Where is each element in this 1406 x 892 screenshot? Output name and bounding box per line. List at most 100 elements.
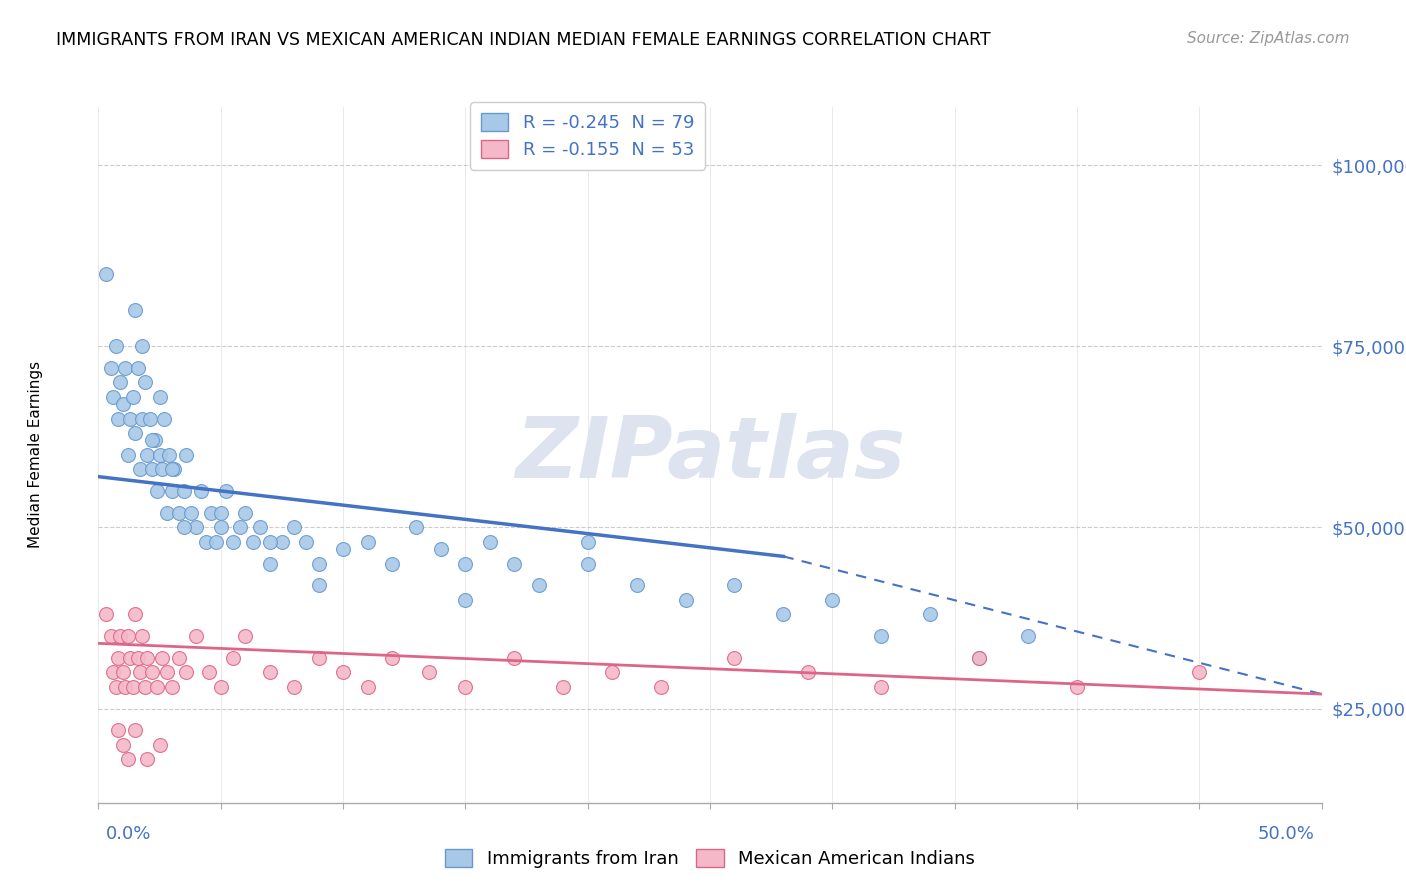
Text: Source: ZipAtlas.com: Source: ZipAtlas.com [1187,31,1350,46]
Point [503,557,526,571]
Text: 0.0%: 0.0% [105,825,150,843]
Point [308,557,330,571]
Point [176,665,198,680]
Point [242,534,264,549]
Point [209,520,232,534]
Point [141,665,163,680]
Point [150,651,173,665]
Point [117,629,139,643]
Point [920,607,942,622]
Point [111,738,134,752]
Point [478,534,501,549]
Point [163,462,186,476]
Point [127,361,149,376]
Point [129,665,152,680]
Point [454,592,477,607]
Point [104,680,127,694]
Point [295,534,318,549]
Point [870,629,893,643]
Point [626,578,648,592]
Point [141,462,163,476]
Point [356,534,378,549]
Point [233,629,256,643]
Point [381,651,404,665]
Point [139,411,162,425]
Point [117,448,139,462]
Point [146,680,169,694]
Point [222,534,245,549]
Point [186,520,208,534]
Point [283,680,305,694]
Point [167,506,190,520]
Point [173,520,195,534]
Legend: R = -0.245  N = 79, R = -0.155  N = 53: R = -0.245 N = 79, R = -0.155 N = 53 [471,103,704,169]
Point [967,651,990,665]
Point [146,484,169,499]
Point [120,651,142,665]
Point [101,665,124,680]
Point [259,534,281,549]
Point [100,361,122,376]
Point [503,651,526,665]
Point [454,557,477,571]
Point [1017,629,1039,643]
Point [195,534,218,549]
Point [131,339,153,353]
Point [157,448,180,462]
Point [650,680,672,694]
Point [190,484,212,499]
Point [870,680,893,694]
Point [160,484,183,499]
Point [114,361,136,376]
Point [249,520,271,534]
Point [430,542,453,557]
Point [124,607,146,622]
Point [101,390,124,404]
Point [197,665,219,680]
Point [723,651,745,665]
Point [120,411,142,425]
Point [229,520,252,534]
Point [723,578,745,592]
Point [134,680,156,694]
Point [418,665,440,680]
Point [186,629,208,643]
Point [205,534,228,549]
Point [214,484,236,499]
Point [283,520,305,534]
Point [100,629,122,643]
Point [797,665,820,680]
Point [405,520,427,534]
Point [527,578,550,592]
Point [173,484,195,499]
Point [153,411,176,425]
Point [259,665,281,680]
Point [356,680,378,694]
Point [121,680,143,694]
Point [576,534,599,549]
Point [308,578,330,592]
Point [332,542,354,557]
Point [167,651,190,665]
Point [160,680,183,694]
Point [136,448,159,462]
Text: 50.0%: 50.0% [1258,825,1315,843]
Point [110,629,132,643]
Point [270,534,294,549]
Point [332,665,354,680]
Point [107,723,129,738]
Point [821,592,844,607]
Point [107,651,129,665]
Point [381,557,404,571]
Point [149,390,172,404]
Point [180,506,202,520]
Point [675,592,697,607]
Point [454,680,477,694]
Point [129,462,152,476]
Point [110,376,132,390]
Point [94,267,117,281]
Point [134,376,156,390]
Point [107,411,129,425]
Point [233,506,256,520]
Point [176,448,198,462]
